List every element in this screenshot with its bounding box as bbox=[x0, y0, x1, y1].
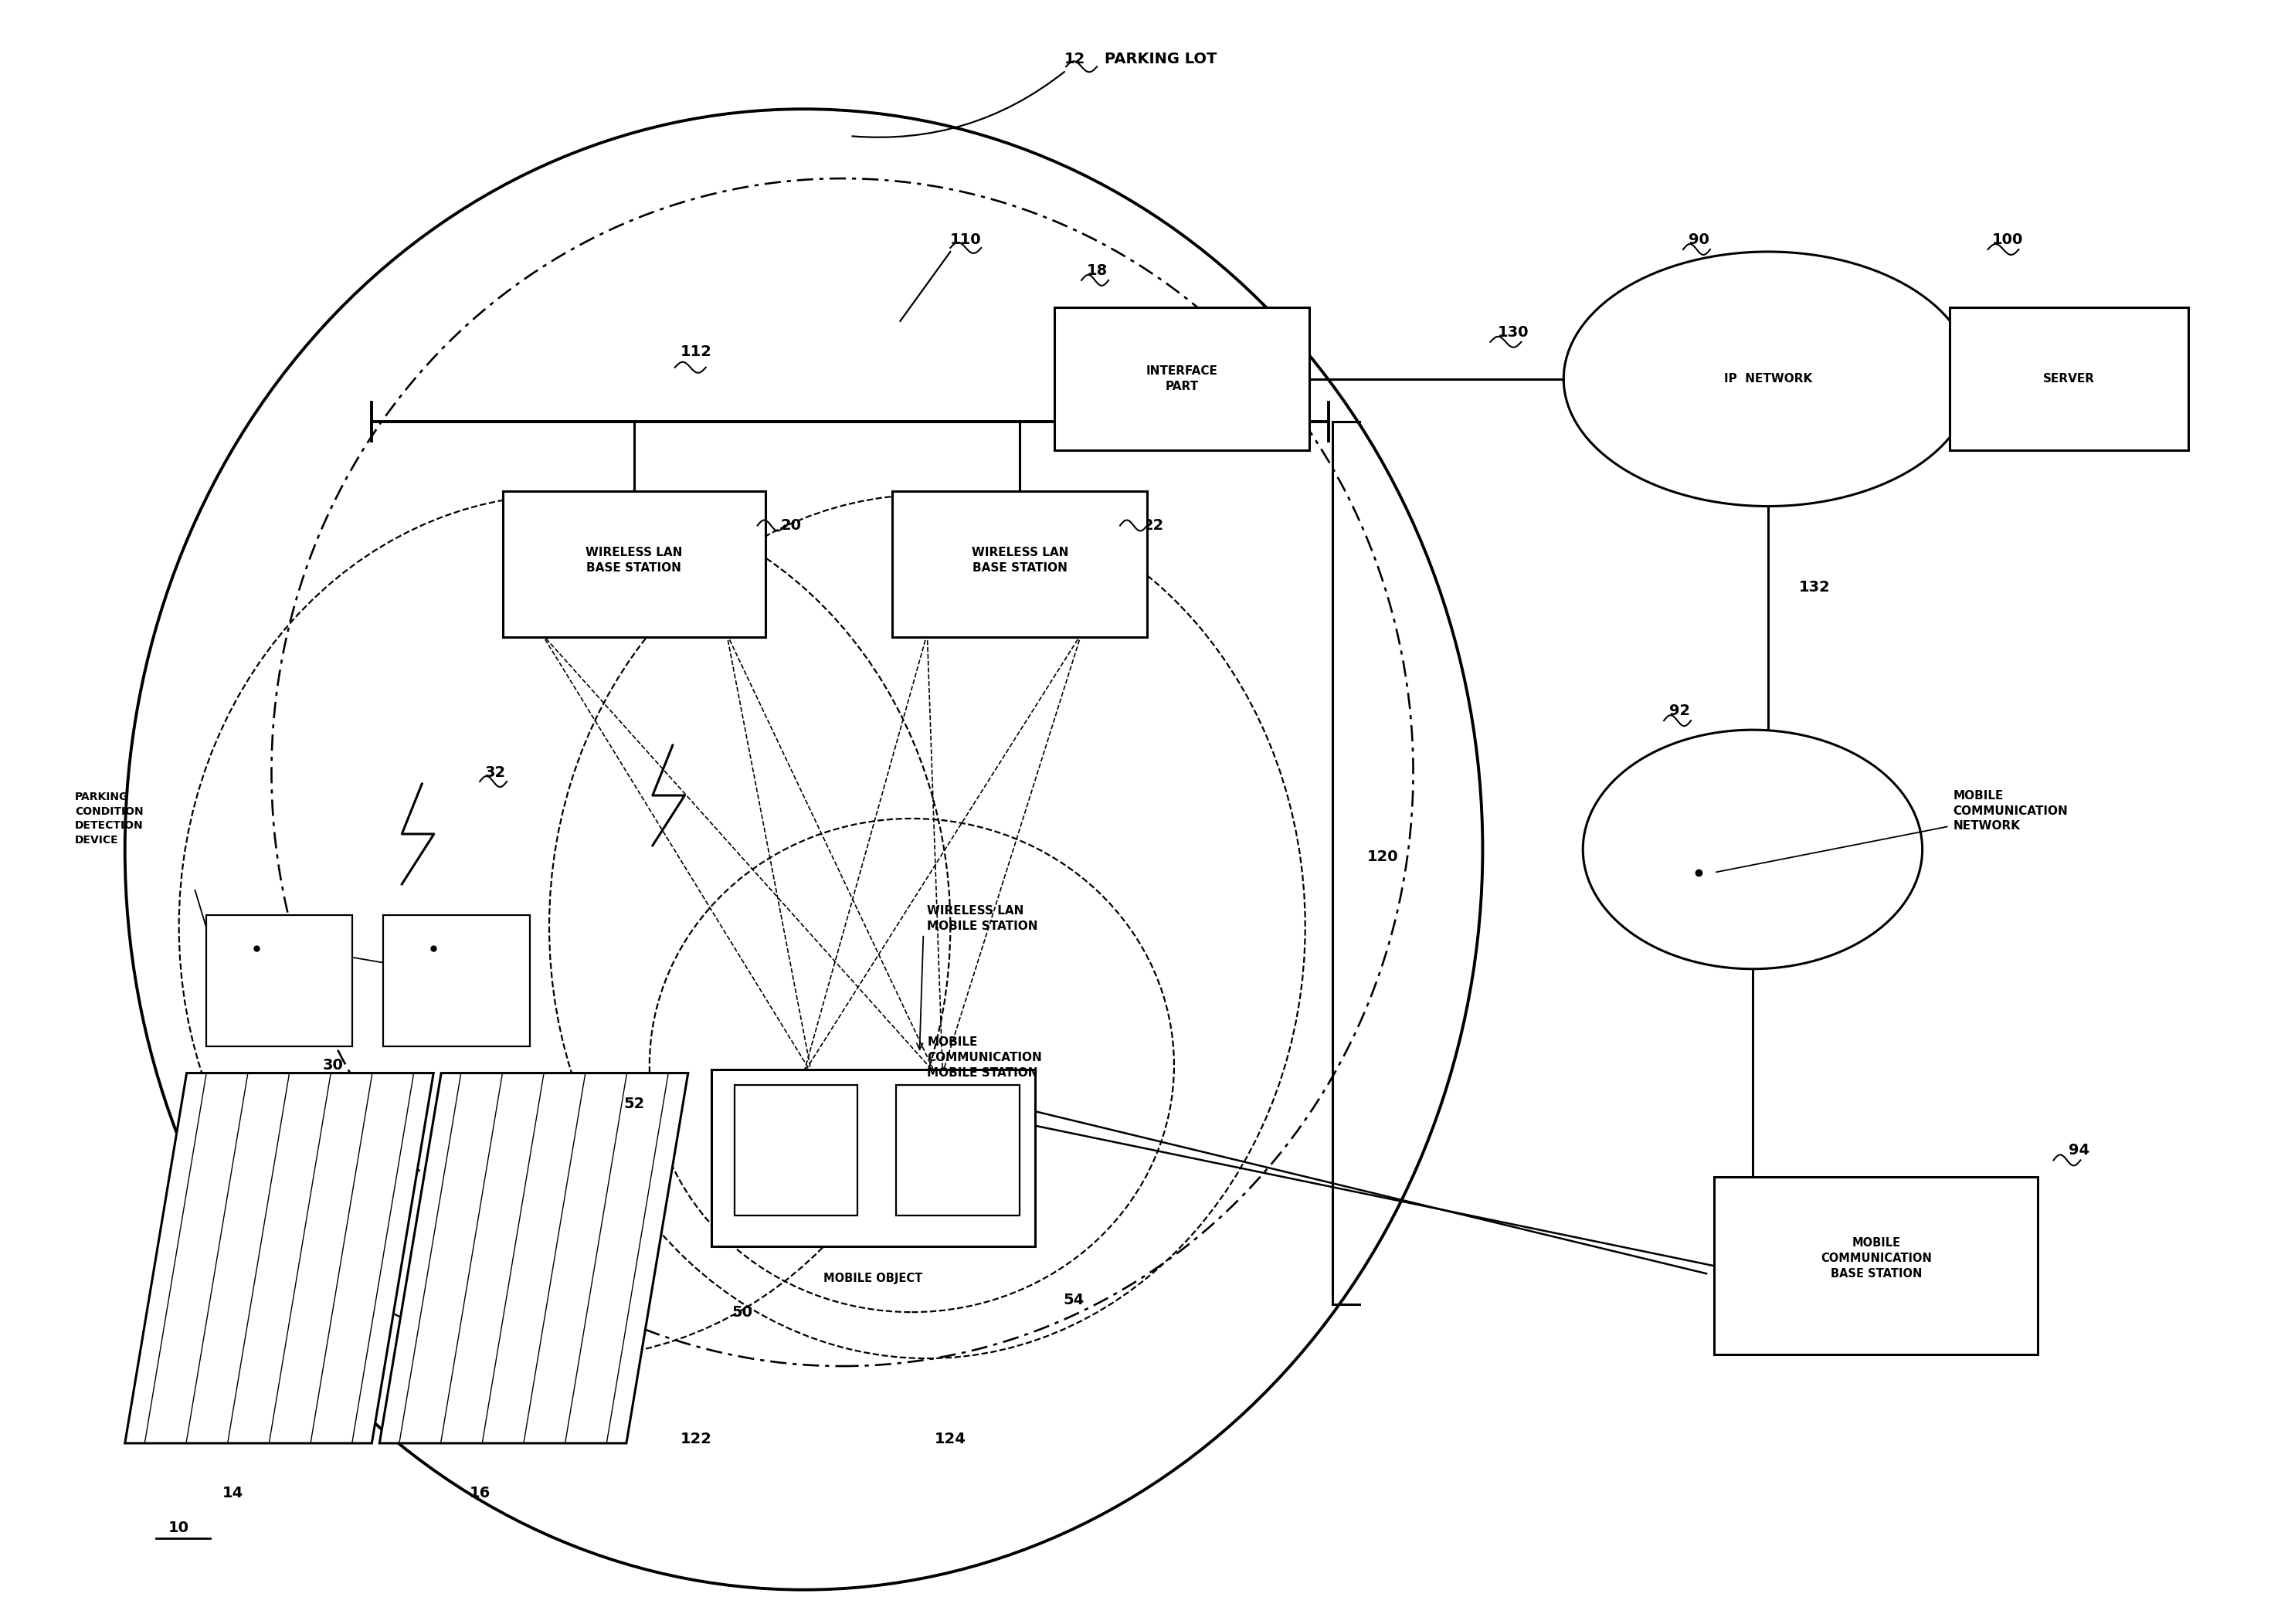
FancyBboxPatch shape bbox=[734, 1085, 858, 1216]
Text: WIRELESS LAN
BASE STATION: WIRELESS LAN BASE STATION bbox=[972, 547, 1068, 573]
Text: WIRELESS LAN
MOBILE STATION: WIRELESS LAN MOBILE STATION bbox=[926, 905, 1038, 932]
Text: 92: 92 bbox=[1670, 703, 1690, 718]
Text: 100: 100 bbox=[1991, 232, 2023, 247]
FancyBboxPatch shape bbox=[712, 1069, 1036, 1247]
Text: MOBILE
COMMUNICATION
NETWORK: MOBILE COMMUNICATION NETWORK bbox=[1953, 789, 2069, 831]
Text: 22: 22 bbox=[1143, 518, 1163, 533]
Ellipse shape bbox=[1562, 252, 1973, 507]
Text: MOBILE
COMMUNICATION
MOBILE STATION: MOBILE COMMUNICATION MOBILE STATION bbox=[926, 1036, 1042, 1078]
Text: MOBILE OBJECT: MOBILE OBJECT bbox=[823, 1273, 924, 1285]
FancyBboxPatch shape bbox=[502, 490, 764, 637]
Text: 12: 12 bbox=[1065, 52, 1086, 67]
Text: 14: 14 bbox=[224, 1486, 244, 1501]
Text: 110: 110 bbox=[951, 232, 981, 247]
Text: 90: 90 bbox=[1688, 232, 1708, 247]
FancyBboxPatch shape bbox=[892, 490, 1147, 637]
Text: PARKING
CONDITION
DETECTION
DEVICE: PARKING CONDITION DETECTION DEVICE bbox=[75, 793, 144, 844]
Text: 54: 54 bbox=[1063, 1293, 1083, 1307]
Text: 94: 94 bbox=[2069, 1143, 2089, 1158]
Text: MOBILE
COMMUNICATION
BASE STATION: MOBILE COMMUNICATION BASE STATION bbox=[1820, 1237, 1932, 1280]
Text: 50: 50 bbox=[732, 1304, 753, 1319]
Text: 16: 16 bbox=[470, 1486, 490, 1501]
Text: 20: 20 bbox=[780, 518, 801, 533]
Text: 18: 18 bbox=[1086, 263, 1109, 278]
Ellipse shape bbox=[1583, 729, 1923, 970]
Polygon shape bbox=[379, 1073, 689, 1444]
FancyBboxPatch shape bbox=[383, 914, 529, 1046]
FancyBboxPatch shape bbox=[1054, 307, 1309, 450]
Text: 130: 130 bbox=[1499, 325, 1528, 339]
Text: 32: 32 bbox=[486, 765, 506, 780]
FancyBboxPatch shape bbox=[205, 914, 354, 1046]
Text: 124: 124 bbox=[935, 1432, 967, 1447]
FancyBboxPatch shape bbox=[1713, 1177, 2037, 1354]
Text: 132: 132 bbox=[1800, 580, 1829, 594]
Text: 120: 120 bbox=[1366, 849, 1398, 864]
Polygon shape bbox=[125, 1073, 433, 1444]
Text: 122: 122 bbox=[680, 1432, 712, 1447]
Text: INTERFACE
PART: INTERFACE PART bbox=[1145, 365, 1218, 393]
Text: WIRELESS LAN
BASE STATION: WIRELESS LAN BASE STATION bbox=[586, 547, 682, 573]
FancyBboxPatch shape bbox=[1950, 307, 2187, 450]
Ellipse shape bbox=[125, 109, 1483, 1590]
Text: 112: 112 bbox=[680, 344, 712, 359]
Text: SERVER: SERVER bbox=[2044, 374, 2094, 385]
Text: PARKING LOT: PARKING LOT bbox=[1104, 52, 1218, 67]
FancyBboxPatch shape bbox=[896, 1085, 1020, 1216]
Text: 10: 10 bbox=[169, 1520, 189, 1535]
Text: IP  NETWORK: IP NETWORK bbox=[1724, 374, 1811, 385]
Text: 30: 30 bbox=[324, 1057, 344, 1073]
Text: 52: 52 bbox=[623, 1096, 646, 1111]
